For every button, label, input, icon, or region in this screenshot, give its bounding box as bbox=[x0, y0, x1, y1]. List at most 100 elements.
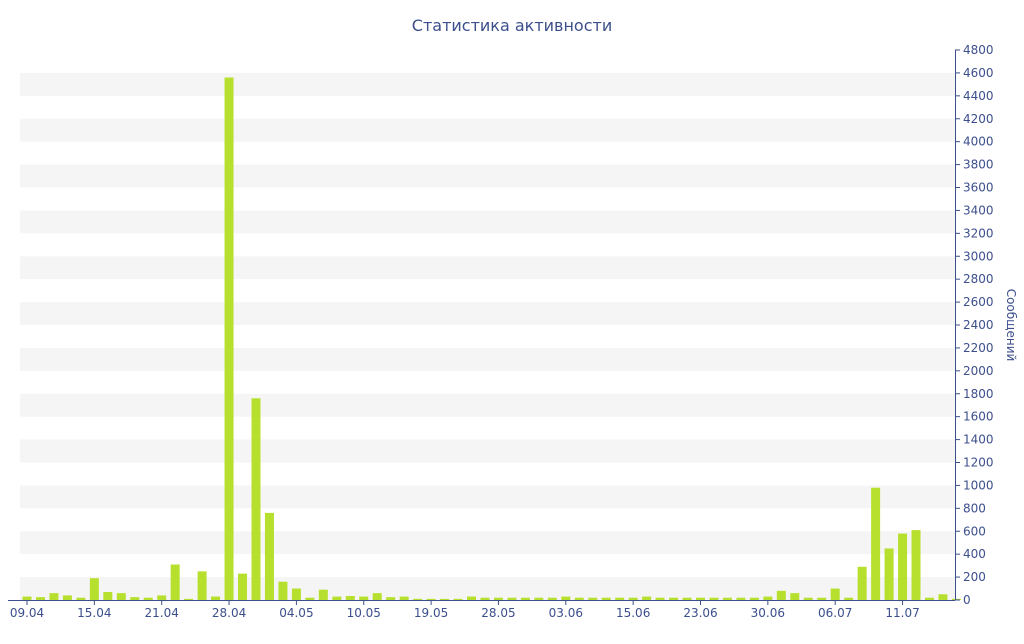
bar[interactable] bbox=[453, 598, 463, 600]
bar[interactable] bbox=[493, 597, 503, 600]
bar[interactable] bbox=[35, 597, 45, 600]
bar[interactable] bbox=[520, 597, 530, 600]
y-tick-label: 4800 bbox=[963, 43, 994, 57]
bar[interactable] bbox=[157, 595, 167, 600]
bar[interactable] bbox=[507, 597, 517, 600]
bar[interactable] bbox=[857, 566, 867, 600]
x-tick-label: 06.07 bbox=[818, 606, 852, 620]
bar[interactable] bbox=[197, 571, 207, 600]
bar[interactable] bbox=[561, 596, 571, 600]
y-tick-label: 3000 bbox=[963, 249, 994, 263]
x-tick-label: 03.06 bbox=[549, 606, 583, 620]
bar[interactable] bbox=[574, 597, 584, 600]
x-tick-label: 28.04 bbox=[212, 606, 246, 620]
y-tick-label: 2000 bbox=[963, 364, 994, 378]
bar[interactable] bbox=[291, 588, 301, 600]
x-tick-label: 21.04 bbox=[145, 606, 179, 620]
x-tick-label: 11.07 bbox=[885, 606, 919, 620]
bar[interactable] bbox=[184, 598, 194, 600]
bar[interactable] bbox=[763, 596, 773, 600]
bar[interactable] bbox=[601, 597, 611, 600]
bar[interactable] bbox=[211, 596, 221, 600]
grid-band bbox=[20, 393, 955, 417]
x-tick-label: 15.06 bbox=[616, 606, 650, 620]
bar[interactable] bbox=[480, 597, 490, 600]
bar[interactable] bbox=[615, 597, 625, 600]
bar[interactable] bbox=[722, 597, 732, 600]
bar[interactable] bbox=[116, 593, 126, 601]
bar[interactable] bbox=[898, 533, 908, 600]
bar[interactable] bbox=[130, 597, 140, 600]
grid-band bbox=[20, 531, 955, 555]
y-tick-label: 1800 bbox=[963, 387, 994, 401]
bar[interactable] bbox=[345, 595, 355, 600]
bar[interactable] bbox=[76, 597, 86, 600]
chart-title: Статистика активности bbox=[412, 16, 612, 35]
bar[interactable] bbox=[440, 598, 450, 600]
bar[interactable] bbox=[642, 596, 652, 600]
bar[interactable] bbox=[884, 548, 894, 600]
bar[interactable] bbox=[844, 597, 854, 600]
bar[interactable] bbox=[938, 594, 948, 600]
bar[interactable] bbox=[790, 593, 800, 601]
bar[interactable] bbox=[251, 398, 261, 600]
bar[interactable] bbox=[467, 596, 477, 600]
bar[interactable] bbox=[89, 578, 99, 600]
bar[interactable] bbox=[170, 564, 180, 600]
y-tick-label: 2200 bbox=[963, 341, 994, 355]
bar[interactable] bbox=[749, 597, 759, 600]
bar[interactable] bbox=[238, 573, 248, 600]
bar[interactable] bbox=[534, 597, 544, 600]
bar[interactable] bbox=[924, 597, 934, 600]
bar[interactable] bbox=[399, 596, 409, 600]
y-tick-label: 4200 bbox=[963, 112, 994, 126]
bar[interactable] bbox=[332, 596, 342, 600]
bar[interactable] bbox=[372, 593, 382, 601]
y-tick-label: 3400 bbox=[963, 203, 994, 217]
bar[interactable] bbox=[709, 597, 719, 600]
bar[interactable] bbox=[655, 597, 665, 600]
x-tick-label: 23.06 bbox=[683, 606, 717, 620]
bar[interactable] bbox=[830, 588, 840, 600]
bar[interactable] bbox=[278, 581, 288, 600]
bar[interactable] bbox=[696, 597, 705, 600]
y-tick-label: 3200 bbox=[963, 226, 994, 240]
bar[interactable] bbox=[736, 597, 746, 600]
bar[interactable] bbox=[386, 597, 396, 600]
bar[interactable] bbox=[547, 597, 557, 600]
bar[interactable] bbox=[871, 487, 881, 600]
bar[interactable] bbox=[264, 512, 274, 600]
bar[interactable] bbox=[318, 589, 328, 600]
bar[interactable] bbox=[224, 77, 234, 601]
bar[interactable] bbox=[22, 596, 32, 600]
bar[interactable] bbox=[62, 595, 72, 600]
x-tick-label: 04.05 bbox=[279, 606, 313, 620]
bar[interactable] bbox=[143, 597, 153, 600]
bar[interactable] bbox=[413, 598, 423, 600]
bar[interactable] bbox=[426, 598, 436, 600]
bar[interactable] bbox=[817, 597, 827, 600]
y-tick-label: 1600 bbox=[963, 410, 994, 424]
bar[interactable] bbox=[49, 593, 59, 601]
y-tick-label: 800 bbox=[963, 501, 986, 515]
bar[interactable] bbox=[305, 597, 315, 600]
bar[interactable] bbox=[588, 597, 598, 600]
y-tick-label: 400 bbox=[963, 547, 986, 561]
bar[interactable] bbox=[911, 530, 921, 600]
grid-band bbox=[20, 256, 955, 280]
bar[interactable] bbox=[669, 597, 679, 600]
grid-band bbox=[20, 439, 955, 463]
y-tick-label: 3600 bbox=[963, 181, 994, 195]
bar[interactable] bbox=[776, 590, 786, 600]
x-tick-label: 30.06 bbox=[751, 606, 785, 620]
y-tick-label: 200 bbox=[963, 570, 986, 584]
bar[interactable] bbox=[803, 597, 813, 600]
bar[interactable] bbox=[103, 591, 113, 600]
bar[interactable] bbox=[359, 596, 369, 600]
bar[interactable] bbox=[682, 597, 692, 600]
grid-band bbox=[20, 302, 955, 325]
bar[interactable] bbox=[951, 598, 961, 600]
bar[interactable] bbox=[628, 597, 638, 600]
